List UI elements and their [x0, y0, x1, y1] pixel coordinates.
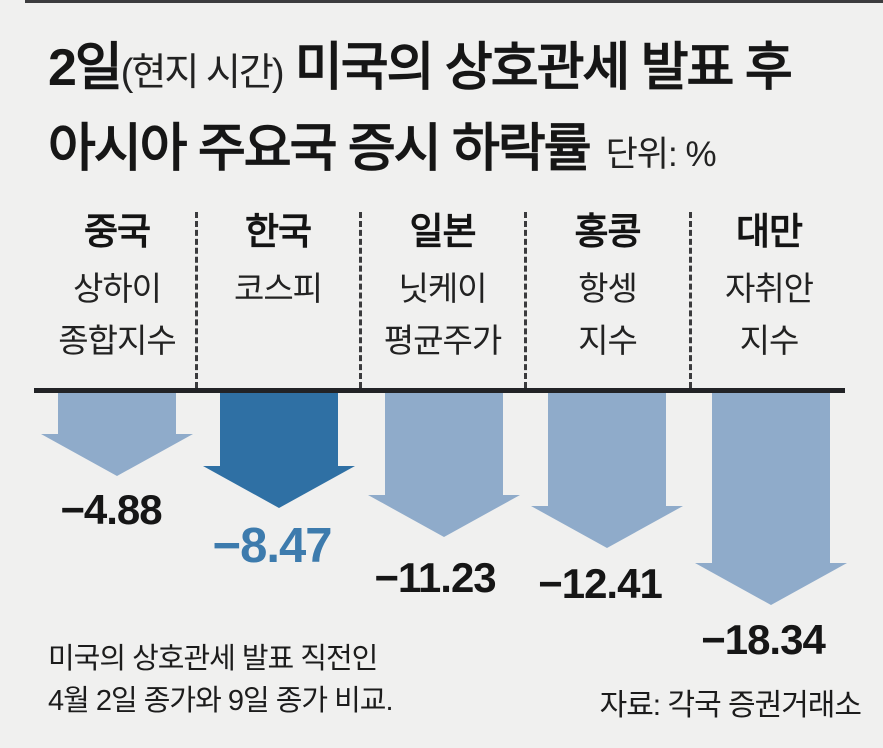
- value-label: −8.47: [212, 519, 333, 573]
- column-divider: [689, 212, 692, 388]
- value-label: −11.23: [374, 554, 496, 601]
- column-divider: [195, 212, 198, 388]
- index-name-label: 종합지수: [58, 322, 176, 359]
- index-name-label: 자취안: [724, 270, 814, 307]
- index-name-label: 상하이: [72, 270, 162, 307]
- index-name-label: 지수: [739, 322, 800, 359]
- country-label: 홍콩: [574, 211, 641, 252]
- down-arrow: [203, 393, 355, 508]
- title-line2-text: 아시아 주요국 증시 하락률: [48, 120, 592, 178]
- chart-baseline: [34, 388, 845, 393]
- top-rule: [25, 0, 883, 3]
- value-label: −18.34: [701, 616, 826, 663]
- column-divider: [524, 212, 527, 388]
- title-line1-text: 미국의 상호관세 발표 후: [282, 39, 793, 97]
- down-arrow: [531, 393, 683, 548]
- index-name-label: 지수: [578, 322, 638, 359]
- down-arrow: [695, 393, 847, 605]
- country-label: 중국: [83, 211, 151, 252]
- title-date: 2일: [48, 39, 123, 97]
- country-label: 대만: [735, 211, 803, 252]
- down-arrow: [41, 393, 193, 476]
- footnote: 미국의 상호관세 발표 직전인 4월 2일 종가와 9일 종가 비교.: [48, 638, 394, 722]
- title-line-1: 2일(현지 시간) 미국의 상호관세 발표 후: [48, 34, 793, 115]
- index-name-label: 코스피: [233, 270, 323, 307]
- unit-label: 단위: %: [605, 135, 717, 174]
- page-title: 2일(현지 시간) 미국의 상호관세 발표 후 아시아 주요국 증시 하락률 단위…: [48, 34, 793, 196]
- country-label: 일본: [409, 211, 476, 252]
- column-divider: [359, 212, 362, 388]
- title-line-2: 아시아 주요국 증시 하락률 단위: %: [48, 115, 791, 196]
- footnote-line-2: 4월 2일 종가와 9일 종가 비교.: [48, 685, 394, 717]
- index-name-label: 닛케이: [398, 270, 487, 307]
- down-arrow: [368, 393, 520, 537]
- footnote-line-1: 미국의 상호관세 발표 직전인: [48, 643, 378, 675]
- index-name-label: 항셍: [578, 270, 638, 307]
- title-date-note: (현지 시간): [120, 52, 285, 94]
- source-credit: 자료: 각국 증권거래소: [599, 689, 862, 722]
- index-name-label: 평균주가: [383, 322, 502, 359]
- country-label: 한국: [244, 211, 312, 252]
- value-label: −12.41: [538, 560, 663, 607]
- value-label: −4.88: [60, 486, 162, 533]
